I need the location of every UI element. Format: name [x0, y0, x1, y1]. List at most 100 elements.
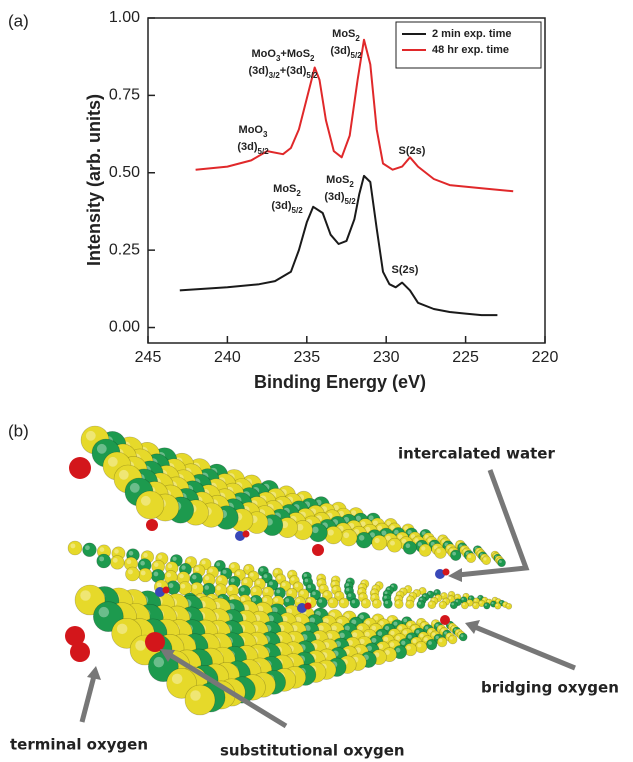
- atom-highlight: [408, 635, 412, 639]
- subscript: 5/2: [351, 51, 363, 60]
- oxygen-atom: [70, 642, 90, 662]
- atom: [450, 550, 461, 561]
- atom: [417, 600, 425, 608]
- atom-highlight: [328, 529, 334, 535]
- atom-highlight: [406, 543, 411, 548]
- atom: [394, 600, 403, 609]
- atom: [406, 600, 414, 608]
- atom-highlight: [390, 642, 395, 647]
- atom-highlight: [114, 549, 119, 554]
- atom: [356, 532, 372, 548]
- x-tick-label: 220: [532, 349, 559, 366]
- atom-highlight: [363, 600, 366, 603]
- atom-highlight: [260, 568, 264, 572]
- atom-highlight: [359, 589, 362, 592]
- atom-highlight: [308, 585, 312, 589]
- atom: [461, 602, 468, 609]
- illustration: [65, 426, 512, 715]
- atom-highlight: [385, 591, 388, 594]
- oxygen-atom: [440, 615, 450, 625]
- atom-highlight: [295, 584, 299, 588]
- atom-highlight: [455, 595, 457, 597]
- atom: [138, 568, 152, 582]
- subscript: 5/2: [306, 71, 318, 80]
- atom-highlight: [420, 634, 424, 638]
- atom-highlight: [99, 607, 110, 618]
- atom-highlight: [469, 597, 471, 599]
- atom-highlight: [285, 598, 289, 602]
- atom-highlight: [264, 574, 268, 578]
- atom-highlight: [129, 551, 134, 556]
- atom-highlight: [352, 600, 355, 603]
- atom-highlight: [85, 545, 90, 550]
- atom-highlight: [413, 639, 417, 643]
- atom-highlight: [463, 603, 465, 605]
- atom-highlight: [429, 602, 432, 605]
- atom: [340, 529, 357, 546]
- atom-highlight: [474, 603, 476, 605]
- atom-highlight: [407, 622, 411, 626]
- annotation-text: S(2s): [392, 264, 419, 276]
- atom-highlight: [421, 546, 425, 550]
- atom-highlight: [305, 579, 308, 582]
- atom-highlight: [179, 574, 184, 579]
- annotation-text: MoO: [239, 124, 264, 136]
- atom-highlight: [218, 577, 222, 581]
- atom-highlight: [264, 589, 268, 593]
- atom-highlight: [385, 626, 389, 630]
- atom: [498, 559, 506, 567]
- atom-highlight: [100, 547, 105, 552]
- subscript: 2: [355, 34, 360, 43]
- atom-highlight: [385, 601, 388, 604]
- atom-highlight: [396, 601, 399, 604]
- atom-highlight: [360, 594, 363, 597]
- annotation: S(2s): [399, 145, 426, 157]
- atom-highlight: [277, 576, 281, 580]
- panel-label: (a): [8, 11, 29, 30]
- subscript: 5/2: [258, 147, 270, 156]
- x-tick-label: 235: [293, 349, 320, 366]
- atom-highlight: [442, 594, 444, 596]
- atom-highlight: [428, 641, 432, 645]
- annotation: MoO3: [239, 124, 268, 139]
- atom-highlight: [193, 585, 198, 590]
- atom-highlight: [452, 552, 456, 556]
- oxygen-atom: [145, 632, 165, 652]
- atom-highlight: [461, 598, 463, 600]
- atom: [435, 547, 446, 558]
- atom-highlight: [396, 648, 401, 653]
- atom: [482, 556, 491, 565]
- atom-highlight: [390, 631, 394, 635]
- atom-highlight: [205, 585, 210, 590]
- atom-highlight: [250, 573, 254, 577]
- atom-highlight: [439, 639, 442, 642]
- atom-highlight: [418, 602, 421, 605]
- annotation-text: (3d): [271, 200, 292, 212]
- annotation-text: (3d): [330, 45, 351, 57]
- atom-highlight: [274, 570, 278, 574]
- page: {"chart_data": { "type": "line", "panel_…: [0, 0, 633, 762]
- atom-highlight: [408, 597, 411, 600]
- atom-highlight: [252, 588, 256, 592]
- atom: [419, 544, 431, 556]
- atom-highlight: [113, 558, 118, 563]
- atom-highlight: [157, 582, 162, 587]
- atom-highlight: [403, 619, 407, 623]
- atom-highlight: [398, 626, 402, 630]
- atom-highlight: [282, 583, 286, 587]
- annotation-text: +MoS: [280, 48, 310, 60]
- atom-highlight: [202, 560, 206, 564]
- atom-highlight: [154, 562, 159, 567]
- arrow: [475, 627, 575, 668]
- water-hydrogen: [305, 603, 312, 610]
- oxygen-atom: [312, 544, 324, 556]
- atom-highlight: [450, 637, 453, 640]
- atom-highlight: [468, 555, 471, 558]
- annotation-text: MoO: [251, 48, 276, 60]
- atom-highlight: [86, 431, 96, 441]
- atom-highlight: [318, 575, 321, 578]
- atom-highlight: [485, 604, 487, 606]
- annotation-text: +(3d): [280, 65, 307, 77]
- atom-highlight: [216, 562, 220, 566]
- atom: [484, 603, 491, 610]
